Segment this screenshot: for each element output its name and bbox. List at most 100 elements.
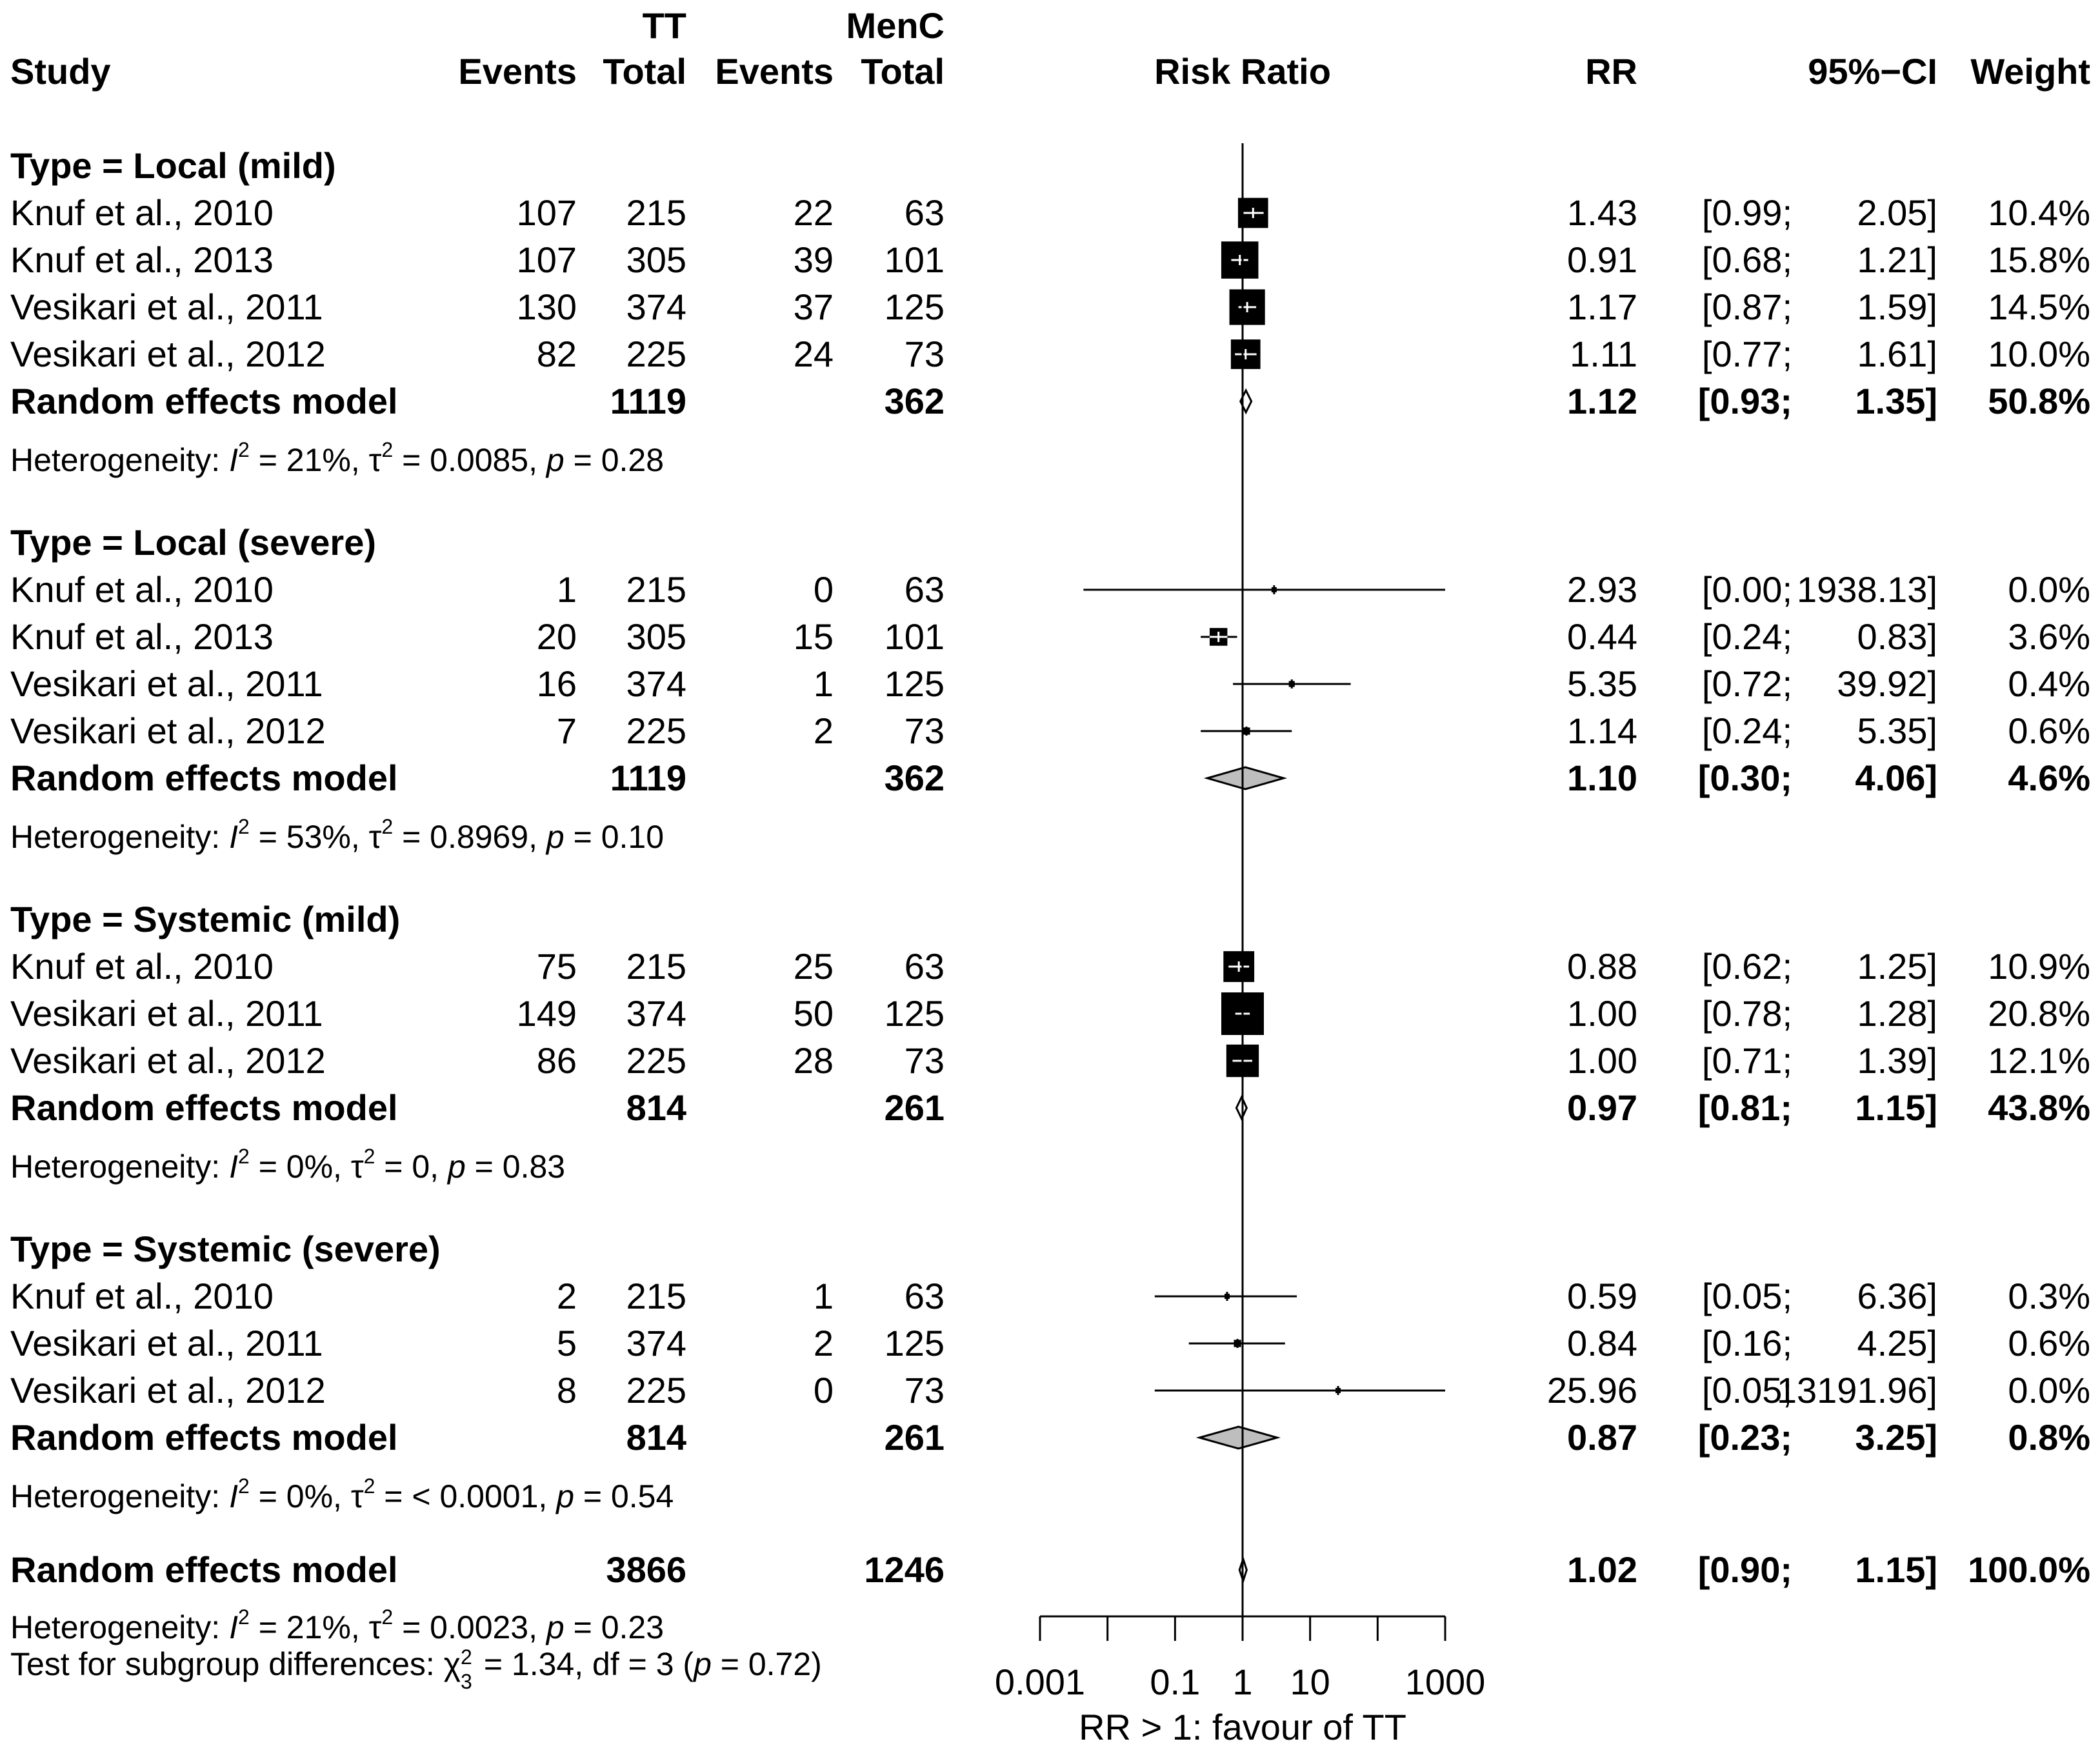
het-i2-value: = 53%, xyxy=(249,819,369,855)
weight-value: 0.4% xyxy=(2008,663,2090,704)
weight-value: 12.1% xyxy=(1988,1040,2090,1081)
total1: 225 xyxy=(626,1370,686,1411)
events2: 0 xyxy=(813,569,834,610)
study-name: Vesikari et al., 2012 xyxy=(10,710,326,751)
events1: 8 xyxy=(556,1370,577,1411)
ci-header: 95%−CI xyxy=(1808,51,1937,92)
rr-value: 0.88 xyxy=(1567,946,1637,987)
model-weight: 100.0% xyxy=(1968,1549,2090,1590)
het-i-symbol: I xyxy=(229,1609,238,1645)
model-total1: 1119 xyxy=(610,758,686,798)
study-header: Study xyxy=(10,51,111,92)
model-rr: 0.97 xyxy=(1567,1087,1637,1128)
het-p-value: = 0.10 xyxy=(564,819,665,855)
total1: 225 xyxy=(626,1040,686,1081)
x-tick-label: 0.1 xyxy=(1150,1662,1201,1702)
het-p-symbol: p xyxy=(447,1149,466,1185)
model-total2: 261 xyxy=(884,1417,945,1458)
weight-value: 10.4% xyxy=(1988,192,2090,233)
ci-lower: [0.68; xyxy=(1701,239,1792,280)
model-ci-upper: 1.35] xyxy=(1855,381,1937,421)
het-i-symbol: I xyxy=(229,1149,238,1185)
model-rr: 1.02 xyxy=(1567,1549,1637,1590)
het-tau-sup: 2 xyxy=(381,1605,394,1629)
events2: 1 xyxy=(813,663,834,704)
het-i2-value: = 0%, xyxy=(249,1478,351,1514)
ci-lower: [0.16; xyxy=(1701,1323,1792,1363)
het-tau-symbol: τ xyxy=(368,819,382,855)
x-tick-label: 1 xyxy=(1232,1662,1253,1702)
rr-value: 1.11 xyxy=(1570,334,1637,374)
events1: 107 xyxy=(516,239,577,280)
het-tau-sup: 2 xyxy=(363,1145,375,1168)
total2: 73 xyxy=(904,1370,945,1411)
weight-value: 0.3% xyxy=(2008,1276,2090,1316)
study-name: Knuf et al., 2013 xyxy=(10,239,274,280)
events2: 15 xyxy=(793,616,834,657)
total1: 374 xyxy=(626,663,686,704)
het-i-sup: 2 xyxy=(238,815,250,838)
het-i-sup: 2 xyxy=(238,438,250,461)
test-p-symbol: p xyxy=(694,1646,712,1682)
heterogeneity-line: Heterogeneity: I2 = 21%, τ2 = 0.0023, p … xyxy=(10,1596,664,1648)
het-tau-sup: 2 xyxy=(381,815,394,838)
summary-diamond xyxy=(1203,766,1288,790)
risk-ratio-header: Risk Ratio xyxy=(1154,51,1331,92)
ci-lower: [0.00; xyxy=(1701,569,1792,610)
het-i-symbol: I xyxy=(229,442,238,478)
weight-value: 10.9% xyxy=(1988,946,2090,987)
model-total1: 3866 xyxy=(606,1549,686,1590)
het-tau-sup: 2 xyxy=(363,1474,375,1498)
test-p-value: = 0.72) xyxy=(711,1646,822,1682)
study-name: Knuf et al., 2010 xyxy=(10,569,274,610)
model-weight: 4.6% xyxy=(2008,758,2090,798)
heterogeneity-line: Heterogeneity: I2 = 0%, τ2 = < 0.0001, p… xyxy=(10,1465,674,1517)
total2: 73 xyxy=(904,1040,945,1081)
het-tau-sup: 2 xyxy=(381,438,394,461)
weight-header: Weight xyxy=(1970,51,2090,92)
ci-upper: 1.25] xyxy=(1857,946,1937,987)
het-tau2-value: = < 0.0001, xyxy=(375,1478,557,1514)
ci-upper: 1938.13] xyxy=(1797,569,1937,610)
het-p-symbol: p xyxy=(546,819,565,855)
ci-lower: [0.62; xyxy=(1701,946,1792,987)
het-prefix: Heterogeneity: xyxy=(10,1609,230,1645)
subgroup-title: Type = Local (mild) xyxy=(10,145,336,186)
het-p-value: = 0.83 xyxy=(465,1149,566,1185)
study-name: Knuf et al., 2013 xyxy=(10,616,274,657)
weight-value: 3.6% xyxy=(2008,616,2090,657)
model-total2: 1246 xyxy=(864,1549,945,1590)
summary-diamond xyxy=(1195,1425,1281,1450)
het-prefix: Heterogeneity: xyxy=(10,442,230,478)
events2: 25 xyxy=(793,946,834,987)
het-tau2-value: = 0.8969, xyxy=(393,819,546,855)
ci-upper: 1.28] xyxy=(1857,993,1937,1034)
events1: 2 xyxy=(556,1276,577,1316)
group1-header: TT xyxy=(642,5,686,46)
total1: 225 xyxy=(626,334,686,374)
chi-sup: 2 xyxy=(460,1645,472,1669)
total1: 215 xyxy=(626,192,686,233)
het-tau2-value: = 0.0023, xyxy=(393,1609,546,1645)
x-tick-label: 0.001 xyxy=(994,1662,1086,1702)
het-prefix: Heterogeneity: xyxy=(10,1478,230,1514)
study-name: Vesikari et al., 2011 xyxy=(10,1323,323,1363)
model-ci-lower: [0.23; xyxy=(1697,1417,1792,1458)
weight-value: 20.8% xyxy=(1988,993,2090,1034)
rr-value: 1.00 xyxy=(1567,993,1637,1034)
total1-header: Total xyxy=(603,51,686,92)
study-name: Vesikari et al., 2011 xyxy=(10,663,323,704)
rr-value: 0.44 xyxy=(1567,616,1637,657)
weight-value: 0.6% xyxy=(2008,1323,2090,1363)
ci-lower: [0.05; xyxy=(1701,1276,1792,1316)
model-total1: 814 xyxy=(626,1417,686,1458)
ci-lower: [0.71; xyxy=(1701,1040,1792,1081)
model-ci-upper: 4.06] xyxy=(1855,758,1937,798)
study-name: Vesikari et al., 2011 xyxy=(10,993,323,1034)
model-total2: 261 xyxy=(884,1087,945,1128)
rr-value: 1.00 xyxy=(1567,1040,1637,1081)
het-i-sup: 2 xyxy=(238,1605,250,1629)
x-tick-label: 10 xyxy=(1290,1662,1330,1702)
